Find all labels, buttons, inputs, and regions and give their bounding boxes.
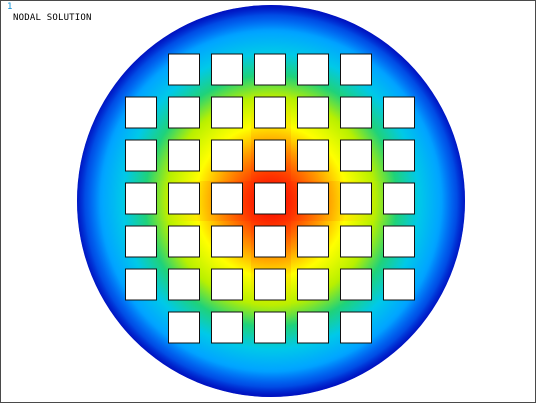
square-hole bbox=[383, 139, 415, 172]
square-hole bbox=[211, 268, 243, 301]
square-hole bbox=[254, 182, 286, 215]
square-hole bbox=[168, 225, 200, 258]
square-hole bbox=[383, 225, 415, 258]
square-hole bbox=[211, 182, 243, 215]
square-hole bbox=[297, 225, 329, 258]
square-hole bbox=[168, 53, 200, 86]
square-hole bbox=[340, 182, 372, 215]
square-hole bbox=[297, 311, 329, 344]
square-hole bbox=[297, 182, 329, 215]
square-hole bbox=[211, 53, 243, 86]
hole-grid bbox=[125, 53, 415, 344]
square-hole bbox=[254, 139, 286, 172]
square-hole bbox=[297, 268, 329, 301]
square-hole bbox=[340, 53, 372, 86]
window-number-label: 1 bbox=[7, 2, 13, 12]
square-hole bbox=[383, 182, 415, 215]
square-hole bbox=[168, 268, 200, 301]
plot-title-label: NODAL SOLUTION bbox=[13, 13, 92, 23]
square-hole bbox=[168, 311, 200, 344]
square-hole bbox=[211, 311, 243, 344]
square-hole bbox=[297, 53, 329, 86]
square-hole bbox=[383, 96, 415, 129]
square-hole bbox=[254, 225, 286, 258]
square-hole bbox=[254, 311, 286, 344]
square-hole bbox=[168, 139, 200, 172]
square-hole bbox=[340, 311, 372, 344]
square-hole bbox=[125, 268, 157, 301]
square-hole bbox=[211, 225, 243, 258]
square-hole bbox=[211, 139, 243, 172]
square-hole bbox=[125, 225, 157, 258]
square-hole bbox=[168, 96, 200, 129]
square-hole bbox=[340, 225, 372, 258]
square-hole bbox=[297, 96, 329, 129]
square-hole bbox=[168, 182, 200, 215]
square-hole bbox=[125, 139, 157, 172]
square-hole bbox=[340, 139, 372, 172]
square-hole bbox=[125, 96, 157, 129]
square-hole bbox=[383, 268, 415, 301]
square-hole bbox=[211, 96, 243, 129]
square-hole bbox=[254, 268, 286, 301]
square-hole bbox=[125, 182, 157, 215]
square-hole bbox=[340, 268, 372, 301]
square-hole bbox=[254, 53, 286, 86]
square-hole bbox=[297, 139, 329, 172]
square-hole bbox=[254, 96, 286, 129]
square-hole bbox=[340, 96, 372, 129]
